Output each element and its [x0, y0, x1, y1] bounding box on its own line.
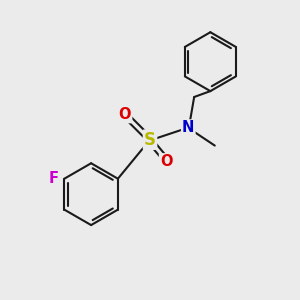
Text: S: S: [144, 131, 156, 149]
Text: O: O: [160, 154, 172, 169]
Text: N: N: [182, 120, 194, 135]
Text: F: F: [49, 171, 59, 186]
Text: O: O: [119, 107, 131, 122]
